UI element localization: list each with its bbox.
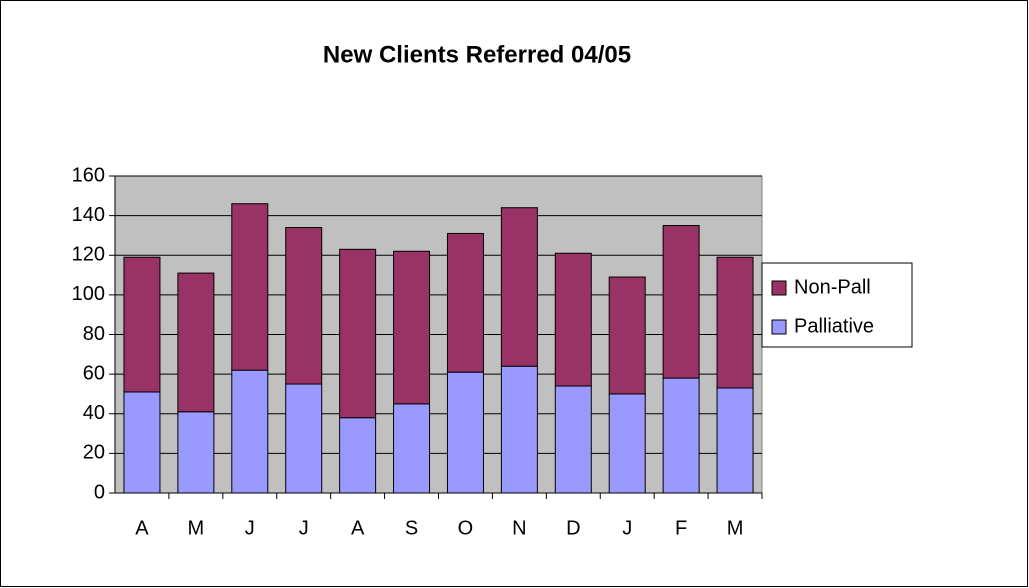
bar-segment: [177, 411, 215, 494]
y-tick-label: 40: [83, 402, 105, 424]
bar-segment: [339, 248, 377, 419]
bar-segment: [339, 417, 377, 494]
bar-segment: [393, 250, 431, 405]
y-tick-label: 160: [72, 164, 105, 186]
bar-segment: [123, 391, 161, 494]
bar-segment: [608, 276, 646, 395]
chart-title: New Clients Referred 04/05: [323, 41, 631, 68]
legend-label: Palliative: [794, 315, 874, 337]
bar-segment: [500, 207, 538, 367]
y-tick-label: 100: [72, 283, 105, 305]
bar-segment: [123, 256, 161, 393]
x-tick-label: N: [512, 517, 526, 539]
x-tick-label: J: [299, 517, 309, 539]
bar-segment: [285, 227, 323, 385]
x-tick-label: J: [622, 517, 632, 539]
x-tick-label: M: [188, 517, 205, 539]
x-tick-label: M: [727, 517, 744, 539]
legend-box: [761, 262, 913, 348]
x-tick-label: A: [351, 517, 365, 539]
x-tick-label: O: [458, 517, 474, 539]
bar-segment: [608, 393, 646, 494]
bar-segment: [716, 387, 754, 494]
bar-segment: [716, 256, 754, 389]
x-tick-label: F: [675, 517, 687, 539]
bar-segment: [231, 369, 269, 494]
bar-segment: [662, 225, 700, 379]
x-tick-label: S: [405, 517, 418, 539]
bar-segment: [285, 383, 323, 494]
bar-segment: [662, 377, 700, 494]
bar-segment: [554, 252, 592, 387]
y-tick-label: 60: [83, 362, 105, 384]
bar-segment: [446, 232, 484, 373]
y-tick-label: 20: [83, 442, 105, 464]
x-tick-label: A: [135, 517, 149, 539]
legend-swatch: [771, 280, 787, 296]
bar-segment: [500, 365, 538, 494]
y-tick-label: 120: [72, 244, 105, 266]
y-tick-label: 80: [83, 323, 105, 345]
bar-segment: [177, 272, 215, 413]
x-tick-label: D: [566, 517, 580, 539]
legend-label: Non-Pall: [794, 276, 871, 298]
bar-segment: [231, 203, 269, 371]
y-tick-label: 0: [94, 481, 105, 503]
x-tick-label: J: [245, 517, 255, 539]
bar-segment: [446, 371, 484, 494]
y-tick-label: 140: [72, 204, 105, 226]
legend-swatch: [771, 319, 787, 335]
bar-segment: [554, 385, 592, 494]
bar-segment: [393, 403, 431, 494]
